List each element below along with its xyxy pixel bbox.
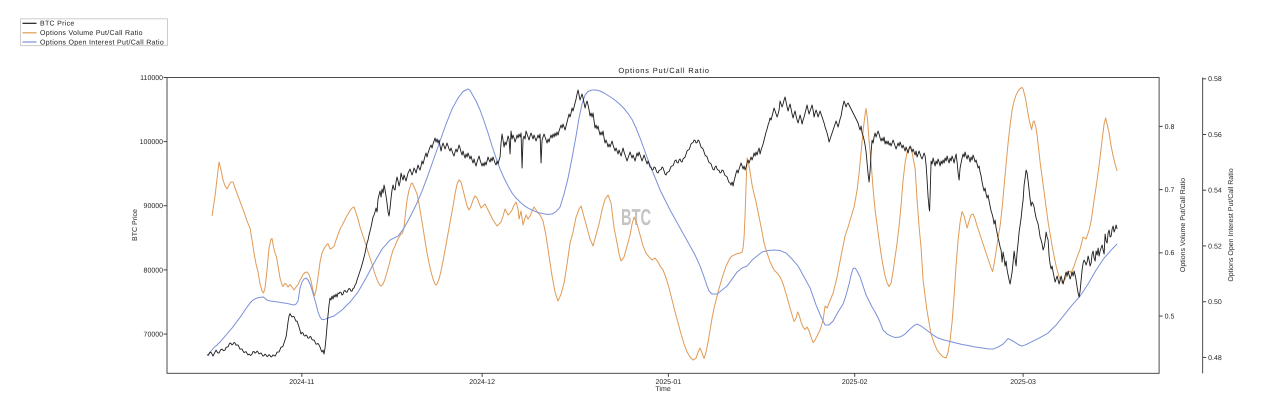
- svg-text:100000: 100000: [140, 139, 163, 146]
- svg-text:BTC Price: BTC Price: [131, 209, 139, 241]
- svg-text:70000: 70000: [144, 331, 164, 338]
- svg-text:BTC: BTC: [621, 204, 651, 230]
- svg-text:2024-11: 2024-11: [289, 379, 314, 386]
- svg-text:0.6: 0.6: [1165, 250, 1175, 257]
- svg-text:0.5: 0.5: [1165, 313, 1175, 320]
- svg-text:Options Open Interest Put/Call: Options Open Interest Put/Call Ratio: [1227, 168, 1235, 281]
- svg-text:0.50: 0.50: [1208, 299, 1222, 306]
- svg-text:0.48: 0.48: [1208, 355, 1222, 362]
- svg-text:0.52: 0.52: [1208, 243, 1222, 250]
- svg-text:0.54: 0.54: [1208, 188, 1222, 195]
- svg-text:0.58: 0.58: [1208, 76, 1222, 83]
- svg-text:2025-01: 2025-01: [656, 379, 682, 386]
- svg-text:2024-12: 2024-12: [469, 379, 495, 386]
- svg-text:2025-02: 2025-02: [842, 379, 868, 386]
- svg-text:80000: 80000: [144, 267, 164, 274]
- svg-text:Options Volume Put/Call Ratio: Options Volume Put/Call Ratio: [1179, 178, 1187, 272]
- svg-text:2025-03: 2025-03: [1010, 379, 1036, 386]
- svg-text:110000: 110000: [140, 75, 163, 82]
- svg-text:0.7: 0.7: [1165, 187, 1175, 194]
- svg-text:Options Volume Put/Call Ratio: Options Volume Put/Call Ratio: [40, 29, 143, 37]
- svg-text:Time: Time: [655, 385, 670, 393]
- svg-text:0.56: 0.56: [1208, 132, 1222, 139]
- svg-text:0.8: 0.8: [1165, 124, 1175, 131]
- svg-text:90000: 90000: [144, 203, 164, 210]
- svg-text:Options Open Interest Put/Call: Options Open Interest Put/Call Ratio: [40, 38, 164, 46]
- svg-text:BTC Price: BTC Price: [40, 20, 75, 28]
- svg-text:Options Put/Call Ratio: Options Put/Call Ratio: [618, 66, 709, 75]
